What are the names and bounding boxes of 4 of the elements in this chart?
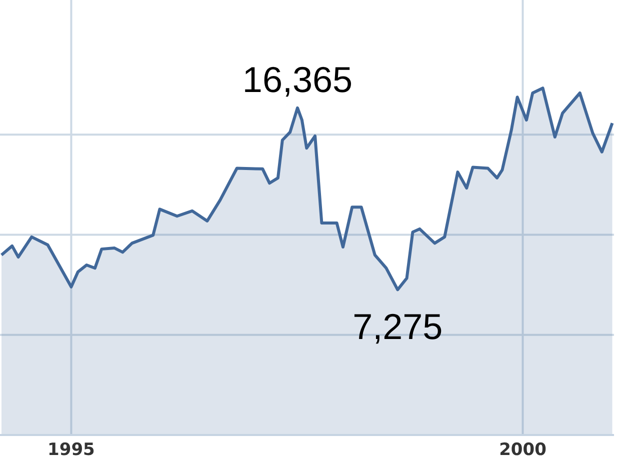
annotation: 16,365 <box>242 58 353 100</box>
annotation: 7,275 <box>352 306 443 348</box>
x-tick-label: 1995 <box>48 440 95 460</box>
x-tick-label: 2000 <box>499 440 547 460</box>
